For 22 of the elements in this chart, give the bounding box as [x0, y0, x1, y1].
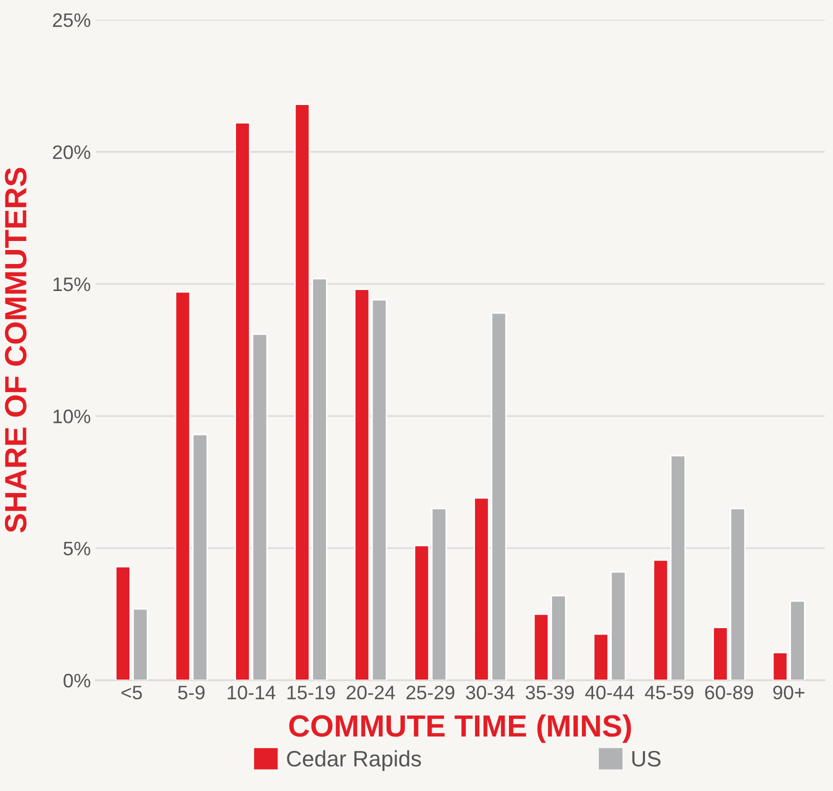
y-tick-label: 0%: [64, 674, 90, 688]
x-tick-label: 90+: [773, 686, 804, 700]
x-tick-label: 45-59: [644, 686, 694, 700]
x-tick-label: 40-44: [585, 686, 634, 700]
y-tick-label: 15%: [54, 278, 90, 292]
y-tick-label: 20%: [52, 145, 90, 160]
x-tick-label: 15-19: [287, 686, 335, 700]
x-tick-label: 35-39: [526, 686, 574, 700]
y-axis-title: SHARE OF COMMUTERS: [4, 168, 27, 532]
x-tick-label: 30-34: [466, 686, 514, 700]
x-tick-label: 25-29: [406, 686, 454, 700]
x-tick-label: 20-24: [346, 686, 395, 700]
y-tick-label: 10%: [54, 410, 90, 424]
x-axis-title: COMMUTE TIME (MINS): [289, 714, 631, 743]
legend-label: Cedar Rapids: [287, 750, 421, 771]
y-tick-label: 5%: [64, 542, 90, 556]
x-tick-label: 60-89: [705, 686, 754, 700]
y-tick-label: 25%: [52, 13, 90, 28]
x-tick-label: 10-14: [228, 686, 276, 700]
x-tick-label: <5: [122, 686, 142, 700]
x-tick-label: 5-9: [178, 686, 205, 700]
legend-label: US: [632, 750, 660, 767]
